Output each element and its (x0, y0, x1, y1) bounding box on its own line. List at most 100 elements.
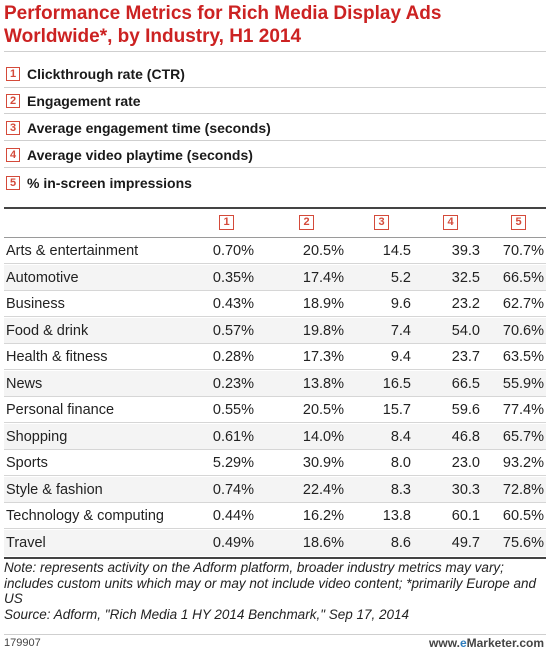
source-text: Source: Adform, "Rich Media 1 HY 2014 Be… (4, 606, 410, 622)
table-cell-metric-1: 0.28% (212, 349, 254, 365)
legend-key-2: 2 (6, 94, 20, 108)
legend-key-3: 3 (6, 121, 20, 135)
table-row: Health & fitness 0.28% 17.3% 9.4 23.7 63.5% (4, 344, 546, 370)
table-cell-metric-5: 60.5% (502, 508, 544, 524)
column-header-4: 4 (443, 215, 458, 230)
table-cell-metric-4: 30.3 (451, 481, 480, 498)
table-cell-metric-2: 20.5% (302, 243, 344, 259)
row-label: Health & fitness (6, 349, 108, 365)
chart-id: 179907 (4, 637, 41, 649)
column-header-2: 2 (299, 215, 314, 230)
legend-label-5: % in-screen impressions (27, 175, 192, 191)
row-divider (4, 263, 546, 264)
row-divider (4, 475, 546, 476)
column-header-5: 5 (511, 215, 526, 230)
table-cell-metric-5: 75.6% (502, 534, 544, 551)
chart-title: Performance Metrics for Rich Media Displ… (4, 3, 442, 47)
table-bottom-rule (4, 557, 546, 559)
table-cell-metric-1: 0.57% (212, 322, 254, 339)
legend-item-2: 2 Engagement rate (6, 91, 141, 111)
table-cell-metric-3: 9.4 (390, 349, 411, 365)
table-cell-metric-2: 22.4% (302, 481, 344, 498)
header-rule (4, 237, 546, 238)
legend-divider (4, 140, 546, 141)
legend-label-4: Average video playtime (seconds) (27, 147, 253, 163)
table-cell-metric-5: 70.6% (502, 322, 544, 339)
legend-divider (4, 113, 546, 114)
legend-item-5: 5 % in-screen impressions (6, 173, 192, 193)
table-row: Technology & computing 0.44% 16.2% 13.8 60.1… (4, 503, 546, 529)
table-cell-metric-3: 8.6 (390, 534, 411, 551)
row-divider (4, 501, 546, 503)
table-cell-metric-1: 0.44% (212, 508, 254, 524)
table-cell-metric-2: 20.5% (302, 402, 344, 418)
table-cell-metric-1: 5.29% (212, 455, 254, 471)
table-cell-metric-4: 32.5 (451, 269, 480, 286)
row-divider (4, 395, 546, 397)
table-row: Arts & entertainment 0.70% 20.5% 14.5 39.3 70… (4, 238, 546, 264)
table-cell-metric-1: 0.23% (212, 375, 254, 392)
table-cell-metric-2: 17.4% (302, 269, 344, 286)
table-cell-metric-2: 16.2% (302, 508, 344, 524)
table-row: Food & drink 0.57% 19.8% 7.4 54.0 70.6% (4, 317, 546, 344)
table-cell-metric-3: 5.2 (390, 269, 411, 286)
row-divider (4, 289, 546, 291)
table-cell-metric-5: 65.7% (502, 428, 544, 445)
table-cell-metric-3: 8.0 (390, 455, 411, 471)
table-cell-metric-5: 63.5% (502, 349, 544, 365)
table-cell-metric-4: 66.5 (451, 375, 480, 392)
footer-rule (4, 634, 546, 635)
table-cell-metric-1: 0.74% (212, 481, 254, 498)
table-cell-metric-2: 18.6% (302, 534, 344, 551)
table-cell-metric-5: 66.5% (502, 269, 544, 286)
table-cell-metric-4: 59.6 (451, 402, 480, 418)
legend-label-3: Average engagement time (seconds) (27, 120, 271, 136)
row-divider (4, 316, 546, 317)
table-row: Sports 5.29% 30.9% 8.0 23.0 93.2% (4, 450, 546, 476)
row-label: Technology & computing (6, 508, 164, 524)
brand-prefix: www. (429, 636, 460, 650)
table-cell-metric-2: 30.9% (302, 455, 344, 471)
row-divider (4, 369, 546, 370)
table-cell-metric-2: 18.9% (302, 296, 344, 312)
brand-e: e (459, 636, 467, 650)
table-cell-metric-4: 54.0 (451, 322, 480, 339)
table-cell-metric-5: 70.7% (502, 243, 544, 259)
row-label: Personal finance (6, 402, 115, 418)
table-cell-metric-4: 39.3 (451, 243, 480, 259)
column-header-1: 1 (219, 215, 234, 230)
table-row: Personal finance 0.55% 20.5% 15.7 59.6 77.4% (4, 397, 546, 423)
legend-item-4: 4 Average video playtime (seconds) (6, 145, 253, 165)
legend-key-4: 4 (6, 148, 20, 162)
legend-divider (4, 87, 546, 88)
legend-label-2: Engagement rate (27, 93, 141, 109)
row-divider (4, 528, 546, 529)
legend-item-3: 3 Average engagement time (seconds) (6, 118, 271, 138)
row-divider (4, 448, 546, 450)
table-cell-metric-3: 15.7 (382, 402, 411, 418)
table-cell-metric-3: 16.5 (382, 375, 411, 392)
row-divider (4, 342, 546, 344)
row-label: Business (6, 296, 65, 312)
table-cell-metric-1: 0.70% (212, 243, 254, 259)
table-cell-metric-1: 0.49% (212, 534, 254, 551)
table-cell-metric-5: 62.7% (502, 296, 544, 312)
note-text: Note: represents activity on the Adform … (4, 560, 537, 606)
row-label: Sports (6, 455, 48, 471)
table-cell-metric-4: 23.7 (451, 349, 480, 365)
legend-key-5: 5 (6, 176, 20, 190)
table-cell-metric-5: 72.8% (502, 481, 544, 498)
table-row: Automotive 0.35% 17.4% 5.2 32.5 66.5% (4, 264, 546, 291)
table-cell-metric-1: 0.61% (212, 428, 254, 445)
table-row: Style & fashion 0.74% 22.4% 8.3 30.3 72.8% (4, 476, 546, 503)
emarketer-logo: www.eMarketer.com (429, 636, 544, 650)
table-cell-metric-3: 7.4 (390, 322, 411, 339)
table-cell-metric-1: 0.35% (212, 269, 254, 286)
table-cell-metric-3: 9.6 (390, 296, 411, 312)
table-cell-metric-1: 0.55% (212, 402, 254, 418)
table-cell-metric-4: 49.7 (451, 534, 480, 551)
row-label: Food & drink (6, 322, 89, 339)
table-row: Travel 0.49% 18.6% 8.6 49.7 75.6% (4, 529, 546, 556)
table-row: News 0.23% 13.8% 16.5 66.5 55.9% (4, 370, 546, 397)
row-label: Shopping (6, 428, 68, 445)
